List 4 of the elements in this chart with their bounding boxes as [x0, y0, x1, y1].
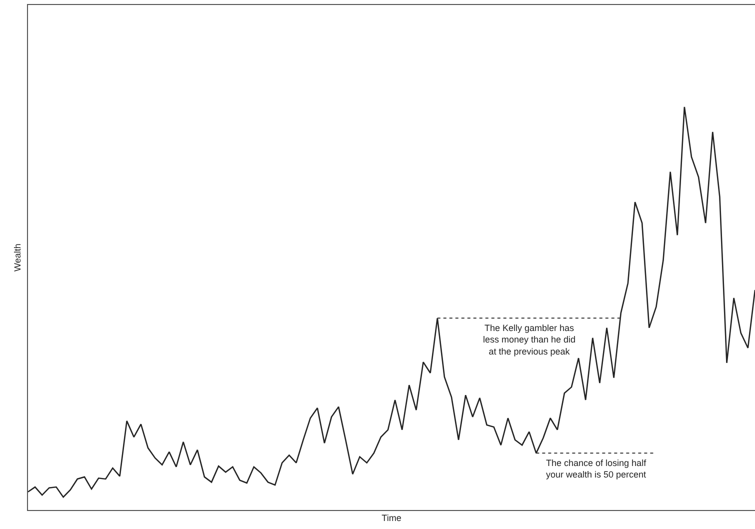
y-axis-title: Wealth: [12, 244, 22, 272]
ref-line-label: The chance of losing half your wealth is 50 percent: [546, 458, 647, 480]
ref-line-label: The Kelly gambler has less money than he did at the previous peak: [483, 323, 576, 356]
x-axis-title: Time: [382, 512, 402, 523]
